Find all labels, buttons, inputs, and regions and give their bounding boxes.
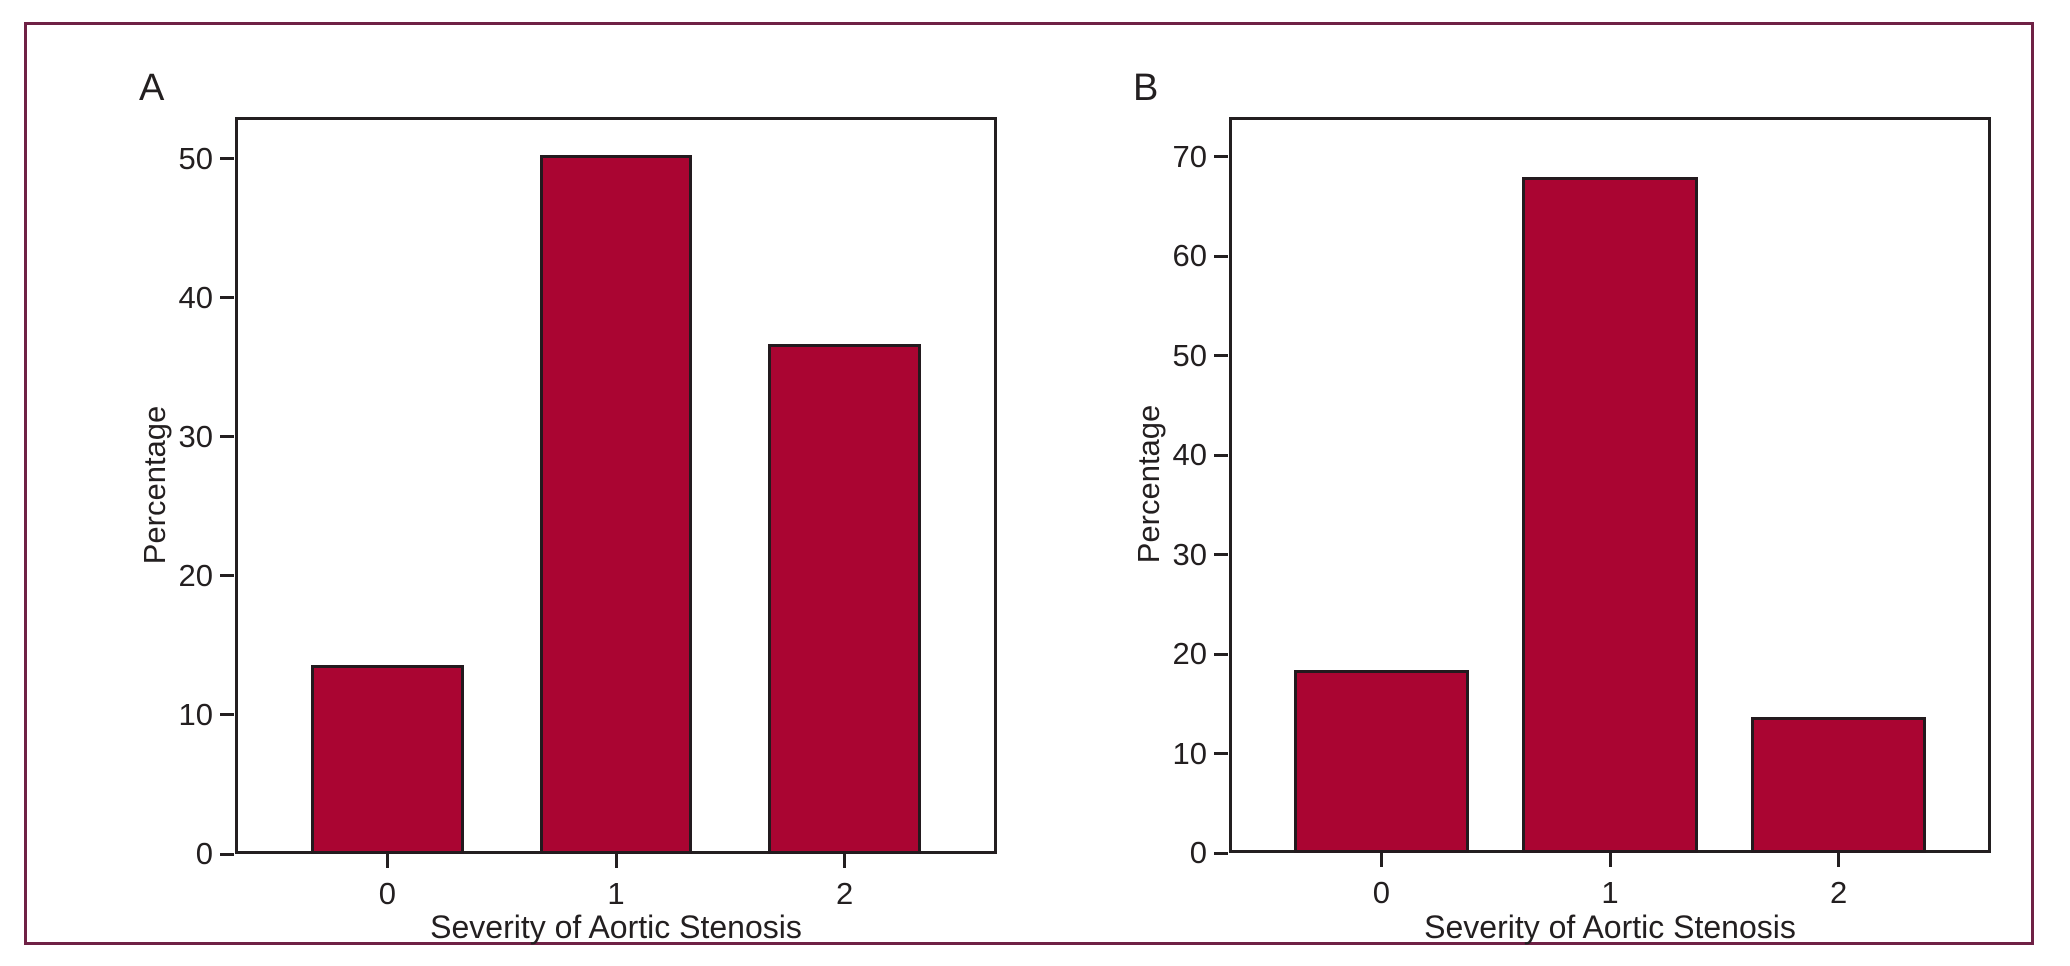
y-tick [1214,652,1228,656]
x-tick-label: 1 [607,876,625,911]
panel-b: B Percentage 0 10 20 30 40 50 60 70 0 1 2 Severity… [27,25,2031,945]
y-tick-label: 30 [178,418,213,454]
y-tick [220,713,234,717]
y-tick [1214,155,1228,159]
x-tick-label: 0 [378,876,397,911]
y-tick-label: 40 [1172,437,1207,473]
y-tick-label: 30 [1172,536,1207,572]
y-tick-label: 20 [178,557,213,593]
x-tick [1837,853,1841,867]
bar [1750,716,1927,853]
y-tick-label: 70 [1172,138,1207,174]
y-tick [220,852,234,856]
x-tick [843,854,847,868]
x-tick-label: 2 [835,876,854,911]
y-tick-label: 20 [1172,636,1207,672]
y-tick [220,296,234,300]
bar [539,154,693,854]
panel-label: A [139,67,165,109]
x-tick [1608,853,1612,867]
y-tick [1214,354,1228,358]
y-tick-label: 10 [1172,735,1207,771]
y-tick-label: 0 [195,836,213,871]
y-tick [1214,752,1228,756]
plot-area: 0 10 20 30 40 50 0 1 2 [179,117,997,911]
x-axis-title: Severity of Aortic Stenosis [1424,909,1796,945]
y-tick [1214,553,1228,557]
x-tick [385,854,389,868]
y-tick [220,435,234,439]
y-tick [220,157,234,161]
x-tick [1379,853,1383,867]
x-tick-label: 2 [1829,875,1848,910]
x-axis-title: Severity of Aortic Stenosis [430,909,802,945]
y-tick [1214,453,1228,457]
plot-area: 0 10 20 30 40 50 60 70 0 1 2 [1173,117,1991,910]
y-tick-label: 40 [178,279,213,315]
x-tick [614,854,618,868]
y-tick-label: 0 [1189,835,1207,870]
y-tick-label: 60 [1172,238,1207,274]
y-tick [1214,254,1228,258]
bar [311,664,464,854]
y-tick-label: 50 [1172,337,1207,373]
bar [768,343,921,854]
y-tick-label: 50 [178,140,213,176]
y-tick [220,574,234,578]
x-tick-label: 1 [1601,875,1619,910]
bar [1293,670,1470,853]
bar [1522,176,1698,853]
y-tick-label: 10 [178,696,213,732]
panel-a: A Percentage 0 10 20 30 40 50 0 1 2 Severity of … [27,25,2031,945]
y-tick [1214,851,1228,855]
panel-label: B [1133,67,1159,109]
figure-frame: A Percentage 0 10 20 30 40 50 0 1 2 Severity of … [24,22,2034,945]
x-tick-label: 0 [1372,875,1391,910]
